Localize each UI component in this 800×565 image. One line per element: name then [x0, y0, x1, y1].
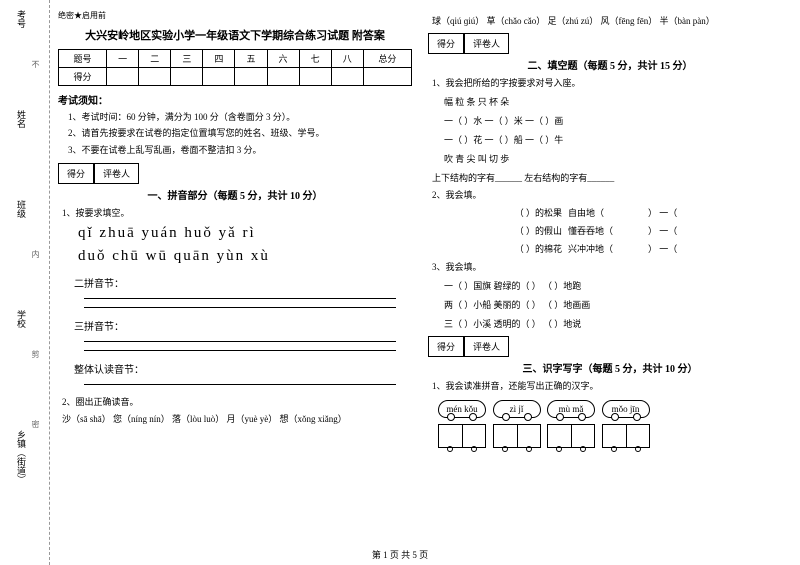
score-marker-box: 得分 评卷人	[58, 163, 412, 184]
char-list: 幅 粒 条 只 杯 朵	[444, 95, 792, 108]
th: 一	[107, 50, 139, 68]
s2-q3: 3、我会填。	[432, 260, 792, 273]
th: 三	[171, 50, 203, 68]
notice-item: 3、不要在试卷上乱写乱画，卷面不整洁扣 3 分。	[68, 143, 412, 157]
char-box-row: mén kǒu zì jǐ mù mǎ mǒo jīn	[436, 396, 792, 456]
th: 总分	[363, 50, 411, 68]
binding-field-town: 乡镇（街道）	[15, 430, 28, 484]
fill-row: 两（ ）小船 美丽的（ ） （ ）地画画	[444, 298, 792, 311]
table-row: 得分	[59, 68, 412, 86]
score-marker-box: 得分 评卷人	[428, 336, 792, 357]
blank-line[interactable]	[84, 298, 396, 299]
char-box: mǒo jīn	[602, 400, 650, 452]
marker-label: 评卷人	[464, 33, 509, 54]
pinyin-row-2: duǒ chū wū quān yùn xù	[78, 248, 412, 265]
th: 八	[331, 50, 363, 68]
s3-q1: 1、我会读准拼音，还能写出正确的汉字。	[432, 379, 792, 392]
char-box: mù mǎ	[547, 400, 595, 452]
write-grid[interactable]	[438, 424, 486, 448]
binding-mark: 不	[30, 60, 41, 68]
bracket-row: （ ）的松果 自由地（ ） 一（	[428, 206, 792, 219]
fill-row: 一（ ）水 一（ ）米 一（ ）画	[444, 114, 792, 127]
top-right-options: 球（qiú ɡiú） 草（chǎo cǎo） 足（zhú zú） 风（fēng …	[432, 14, 792, 27]
th: 六	[267, 50, 299, 68]
notice-list: 1、考试时间：60 分钟，满分为 100 分（含卷面分 3 分）。 2、请首先按…	[68, 110, 412, 157]
binding-field-name: 姓名	[15, 110, 28, 128]
binding-mark-cut: 剪	[30, 350, 41, 358]
structure-line: 上下结构的字有______ 左右结构的字有______	[432, 171, 792, 184]
fill-row: 一（ ）花 一（ ）船 一（ ）牛	[444, 133, 792, 146]
binding-field-school: 学校	[15, 310, 28, 328]
marker-label: 评卷人	[94, 163, 139, 184]
char-box: zì jǐ	[493, 400, 541, 452]
score-marker-box: 得分 评卷人	[428, 33, 792, 54]
th: 七	[299, 50, 331, 68]
th: 二	[139, 50, 171, 68]
row-label: 得分	[59, 68, 107, 86]
binding-field-id: 考号	[15, 10, 28, 28]
right-column: 球（qiú ɡiú） 草（chǎo cǎo） 足（zhú zú） 风（fēng …	[420, 0, 800, 565]
cloud-pinyin: mǒo jīn	[602, 400, 650, 418]
binding-mark-inner: 内	[30, 250, 41, 258]
notice-item: 2、请首先按要求在试卷的指定位置填写您的姓名、班级、学号。	[68, 126, 412, 140]
score-table: 题号 一 二 三 四 五 六 七 八 总分 得分	[58, 49, 412, 86]
table-row: 题号 一 二 三 四 五 六 七 八 总分	[59, 50, 412, 68]
cloud-pinyin: zì jǐ	[493, 400, 541, 418]
section-1-title: 一、拼音部分（每题 5 分，共计 10 分）	[58, 187, 412, 202]
th: 五	[235, 50, 267, 68]
fill-row: 三（ ）小溪 透明的（ ） （ ）地说	[444, 317, 792, 330]
blank-line[interactable]	[84, 307, 396, 308]
page-footer: 第 1 页 共 5 页	[0, 548, 800, 561]
cloud-pinyin: mén kǒu	[438, 400, 486, 418]
notice-item: 1、考试时间：60 分钟，满分为 100 分（含卷面分 3 分）。	[68, 110, 412, 124]
sub-whole: 整体认读音节：	[74, 361, 412, 376]
blank-line[interactable]	[84, 384, 396, 385]
exam-title: 大兴安岭地区实验小学一年级语文下学期综合练习试题 附答案	[58, 27, 412, 43]
sub-3pin: 三拼音节：	[74, 318, 412, 333]
fill-row: 一（ ）国旗 碧绿的（ ） （ ）地跑	[444, 279, 792, 292]
write-grid[interactable]	[493, 424, 541, 448]
pinyin-row-1: qǐ zhuā yuán huǒ yǎ rì	[78, 225, 412, 242]
th: 四	[203, 50, 235, 68]
s2-q2: 2、我会填。	[432, 188, 792, 201]
binding-field-class: 班级	[15, 200, 28, 218]
section-2-title: 二、填空题（每题 5 分，共计 15 分）	[428, 57, 792, 72]
q2-options: 沙（sā shā） 您（níng nín） 落（lòu luò） 月（yuè y…	[62, 412, 412, 425]
write-grid[interactable]	[602, 424, 650, 448]
write-grid[interactable]	[547, 424, 595, 448]
blank-line[interactable]	[84, 341, 396, 342]
sub-2pin: 二拼音节：	[74, 275, 412, 290]
s2-q1: 1、我会把所给的字按要求对号入座。	[432, 76, 792, 89]
char-box: mén kǒu	[438, 400, 486, 452]
notice-head: 考试须知：	[58, 92, 412, 107]
cloud-pinyin: mù mǎ	[547, 400, 595, 418]
bracket-row: （ ）的棉花 兴冲冲地（ ） 一（	[428, 242, 792, 255]
exam-page: 考号 姓名 班级 学校 乡镇（街道） 不 内 剪 密 绝密★启用前 大兴安岭地区…	[0, 0, 800, 565]
char-list-2: 吹 青 尖 叫 切 歩	[444, 152, 792, 165]
marker-label: 评卷人	[464, 336, 509, 357]
binding-mark-seal: 密	[30, 420, 41, 428]
q2-label: 2、圈出正确读音。	[62, 395, 412, 408]
score-label: 得分	[58, 163, 94, 184]
q1-label: 1、按要求填空。	[62, 206, 412, 219]
binding-column: 考号 姓名 班级 学校 乡镇（街道） 不 内 剪 密	[0, 0, 50, 565]
secret-label: 绝密★启用前	[58, 10, 412, 21]
score-label: 得分	[428, 33, 464, 54]
th: 题号	[59, 50, 107, 68]
left-column: 绝密★启用前 大兴安岭地区实验小学一年级语文下学期综合练习试题 附答案 题号 一…	[50, 0, 420, 565]
blank-line[interactable]	[84, 350, 396, 351]
bracket-row: （ ）的假山 懂吞吞地（ ） 一（	[428, 224, 792, 237]
section-3-title: 三、识字写字（每题 5 分，共计 10 分）	[428, 360, 792, 375]
score-label: 得分	[428, 336, 464, 357]
